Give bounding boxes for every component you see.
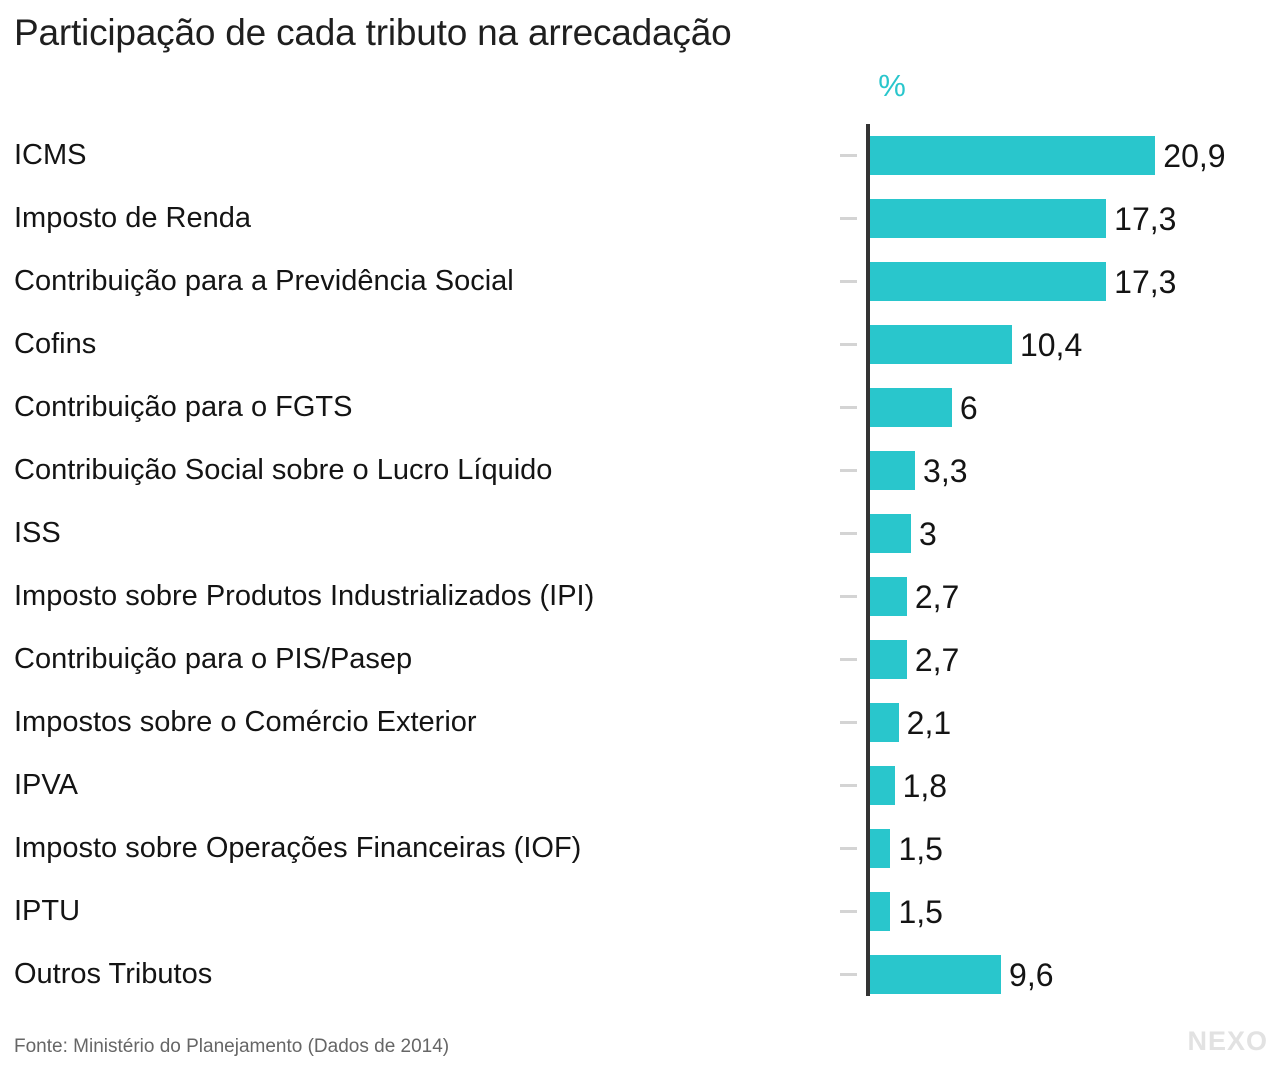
- bar-value-label: 2,7: [914, 641, 960, 678]
- axis-tick-mark: [840, 721, 857, 724]
- bar-row: Imposto de Renda 17,3: [0, 187, 1280, 250]
- bar-category-label: ICMS: [14, 139, 87, 171]
- axis-tick-mark: [840, 595, 857, 598]
- bar: [870, 199, 1107, 238]
- bar-category-label: IPVA: [14, 769, 78, 801]
- axis-tick-mark: [840, 343, 857, 346]
- bar-value-label: 2,1: [906, 704, 952, 741]
- axis-tick-mark: [840, 847, 857, 850]
- bar-container: 10,4: [870, 325, 1082, 364]
- axis-tick-mark: [840, 973, 857, 976]
- bar-value-label: 17,3: [1114, 263, 1177, 300]
- bar-value-label: 1,8: [902, 767, 948, 804]
- bar: [870, 388, 952, 427]
- bar-row: Imposto sobre Operações Financeiras (IOF…: [0, 817, 1280, 880]
- value-axis-line: [866, 124, 870, 996]
- axis-tick-mark: [840, 469, 857, 472]
- bar-value-label: 6: [959, 389, 978, 426]
- bar-category-label: Contribuição para o PIS/Pasep: [14, 643, 413, 675]
- bar-row: Cofins 10,4: [0, 313, 1280, 376]
- bar-category-label: Outros Tributos: [14, 958, 213, 990]
- bar-rows: ICMS 20,9 Imposto de Renda 17,3 Contribuição…: [0, 124, 1280, 1006]
- axis-unit-label: %: [878, 68, 906, 103]
- axis-tick-mark: [840, 280, 857, 283]
- bar-row: Outros Tributos 9,6: [0, 943, 1280, 1006]
- axis-tick-mark: [840, 217, 857, 220]
- bar: [870, 136, 1156, 175]
- source-note: Fonte: Ministério do Planejamento (Dados…: [14, 1036, 450, 1057]
- bar: [870, 577, 907, 616]
- plot-area: ICMS 20,9 Imposto de Renda 17,3 Contribuição…: [0, 124, 1280, 996]
- axis-tick-mark: [840, 658, 857, 661]
- bar-category-label: Imposto sobre Operações Financeiras (IOF…: [14, 832, 582, 864]
- axis-tick-mark: [840, 154, 857, 157]
- bar-row: Contribuição para o FGTS 6: [0, 376, 1280, 439]
- bar-row: ICMS 20,9: [0, 124, 1280, 187]
- bar-category-label: Impostos sobre o Comércio Exterior: [14, 706, 477, 738]
- bar-category-label: Imposto sobre Produtos Industrializados …: [14, 580, 595, 612]
- bar: [870, 829, 891, 868]
- axis-tick-mark: [840, 910, 857, 913]
- bar-category-label: Contribuição para a Previdência Social: [14, 265, 514, 297]
- bar-container: 17,3: [870, 199, 1176, 238]
- axis-tick-mark: [840, 784, 857, 787]
- bar-container: 3,3: [870, 451, 968, 490]
- bar-container: 1,5: [870, 892, 943, 931]
- bar-value-label: 3,3: [923, 452, 968, 489]
- bar-row: Imposto sobre Produtos Industrializados …: [0, 565, 1280, 628]
- bar-container: 2,1: [870, 703, 951, 742]
- page-title: Participação de cada tributo na arrecada…: [14, 12, 732, 53]
- bar-value-label: 2,7: [914, 578, 960, 615]
- bar-container: 2,7: [870, 577, 959, 616]
- bar-value-label: 17,3: [1114, 200, 1177, 237]
- bar: [870, 262, 1107, 301]
- bar-row: IPVA 1,8: [0, 754, 1280, 817]
- bar-container: 9,6: [870, 955, 1054, 994]
- bar-value-label: 3: [918, 515, 937, 552]
- bar-container: 1,5: [870, 829, 943, 868]
- bar-value-label: 20,9: [1163, 137, 1226, 174]
- bar-container: 2,7: [870, 640, 959, 679]
- bar: [870, 703, 899, 742]
- bar-row: Contribuição para a Previdência Social 17…: [0, 250, 1280, 313]
- bar-category-label: Contribuição para o FGTS: [14, 391, 353, 423]
- bar-container: 17,3: [870, 262, 1176, 301]
- bar-category-label: IPTU: [14, 895, 81, 927]
- bar-category-label: ISS: [14, 517, 61, 549]
- bar-row: ISS 3: [0, 502, 1280, 565]
- bar: [870, 325, 1012, 364]
- axis-tick-mark: [840, 406, 857, 409]
- nexo-logo: NEXO: [1187, 1026, 1268, 1056]
- bar-container: 3: [870, 514, 937, 553]
- bar-category-label: Contribuição Social sobre o Lucro Líquid…: [14, 454, 553, 486]
- bar-container: 20,9: [870, 136, 1226, 175]
- bar: [870, 892, 891, 931]
- bar-container: 1,8: [870, 766, 947, 805]
- bar-category-label: Imposto de Renda: [14, 202, 251, 234]
- bar-row: Contribuição Social sobre o Lucro Líquid…: [0, 439, 1280, 502]
- bar: [870, 514, 911, 553]
- bar: [870, 451, 916, 490]
- bar-row: Impostos sobre o Comércio Exterior 2,1: [0, 691, 1280, 754]
- bar-container: 6: [870, 388, 978, 427]
- bar: [870, 955, 1002, 994]
- bar-value-label: 1,5: [898, 893, 943, 930]
- bar: [870, 640, 907, 679]
- bar-value-label: 9,6: [1009, 956, 1054, 993]
- bar: [870, 766, 895, 805]
- bar-row: Contribuição para o PIS/Pasep 2,7: [0, 628, 1280, 691]
- bar-value-label: 10,4: [1019, 326, 1083, 363]
- bar-value-label: 1,5: [898, 830, 943, 867]
- bar-row: IPTU 1,5: [0, 880, 1280, 943]
- axis-tick-mark: [840, 532, 857, 535]
- bar-category-label: Cofins: [14, 328, 97, 360]
